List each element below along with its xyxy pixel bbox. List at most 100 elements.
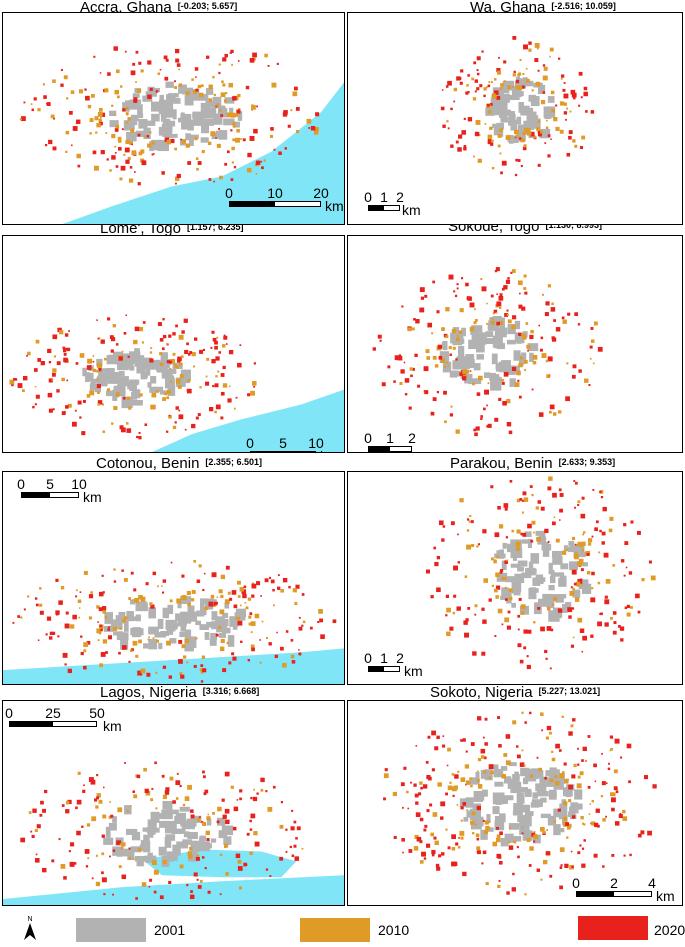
urban-cell-2010 <box>504 586 507 589</box>
urban-cell-2010 <box>223 99 227 103</box>
urban-cell-2010 <box>237 93 241 98</box>
urban-cell-2001 <box>167 604 174 615</box>
urban-cell-2020 <box>474 79 479 83</box>
urban-cell-2020 <box>537 606 541 610</box>
urban-cell-2010 <box>269 134 274 138</box>
urban-cell-2020 <box>149 878 153 882</box>
urban-cell-2010 <box>96 378 99 381</box>
urban-cell-2020 <box>602 865 605 868</box>
urban-cell-2001 <box>139 845 146 852</box>
urban-cell-2001 <box>180 611 188 624</box>
urban-cell-2020 <box>522 146 527 151</box>
urban-cell-2001 <box>190 840 200 852</box>
urban-cell-2020 <box>474 131 480 137</box>
urban-cell-2020 <box>553 319 556 322</box>
urban-cell-2020 <box>498 860 503 865</box>
urban-cell-2020 <box>544 312 549 317</box>
urban-cell-2020 <box>129 166 133 169</box>
urban-cell-2010 <box>562 319 567 324</box>
urban-cell-2020 <box>626 604 630 609</box>
urban-cell-2010 <box>191 589 196 594</box>
urban-cell-2001 <box>186 818 197 827</box>
urban-cell-2010 <box>600 795 604 798</box>
urban-cell-2020 <box>204 789 209 794</box>
urban-cell-2020 <box>590 597 596 603</box>
urban-cell-2020 <box>214 383 219 388</box>
urban-cell-2001 <box>138 113 144 119</box>
urban-cell-2010 <box>143 767 147 772</box>
urban-cell-2010 <box>35 339 40 344</box>
urban-cell-2010 <box>549 55 551 58</box>
urban-cell-2010 <box>577 775 581 779</box>
urban-cell-2020 <box>568 135 572 140</box>
urban-cell-2020 <box>614 738 620 744</box>
urban-cell-2010 <box>114 145 117 148</box>
urban-cell-2020 <box>578 565 581 567</box>
urban-cell-2010 <box>588 813 591 815</box>
urban-cell-2010 <box>498 524 504 529</box>
urban-cell-2020 <box>121 128 124 131</box>
urban-cell-2001 <box>143 643 149 649</box>
urban-cell-2020 <box>164 790 170 795</box>
urban-cell-2020 <box>528 864 532 867</box>
urban-cell-2020 <box>559 885 563 890</box>
urban-extent-map <box>19 46 344 224</box>
urban-cell-2010 <box>525 78 530 83</box>
urban-cell-2001 <box>148 607 157 619</box>
urban-cell-2020 <box>282 112 288 117</box>
urban-cell-2010 <box>587 571 591 575</box>
urban-cell-2020 <box>489 102 493 106</box>
urban-cell-2020 <box>37 639 40 641</box>
urban-cell-2020 <box>176 63 181 67</box>
urban-cell-2020 <box>595 808 600 813</box>
urban-cell-2010 <box>120 846 124 850</box>
urban-cell-2001 <box>116 849 123 857</box>
urban-cell-2010 <box>451 846 456 851</box>
urban-cell-2010 <box>155 671 158 674</box>
urban-cell-2020 <box>103 893 106 896</box>
urban-cell-2001 <box>465 354 475 364</box>
urban-cell-2020 <box>48 139 53 145</box>
urban-cell-2001 <box>150 811 160 823</box>
urban-cell-2010 <box>540 878 543 881</box>
urban-cell-2001 <box>529 352 534 362</box>
urban-cell-2020 <box>460 739 463 742</box>
urban-cell-2020 <box>239 789 243 793</box>
urban-cell-2020 <box>610 797 616 803</box>
urban-cell-2010 <box>125 422 129 425</box>
urban-cell-2020 <box>81 825 84 828</box>
urban-cell-2020 <box>603 552 609 558</box>
urban-cell-2010 <box>99 116 102 119</box>
urban-cell-2001 <box>554 572 565 577</box>
urban-cell-2010 <box>95 131 98 134</box>
urban-cell-2010 <box>266 637 269 640</box>
urban-cell-2020 <box>272 785 276 789</box>
urban-cell-2020 <box>529 131 535 137</box>
urban-cell-2020 <box>430 595 434 599</box>
urban-cell-2020 <box>68 330 70 332</box>
urban-cell-2010 <box>97 391 100 394</box>
urban-cell-2001 <box>133 627 141 637</box>
urban-cell-2020 <box>75 119 81 125</box>
urban-cell-2001 <box>128 100 140 110</box>
urban-cell-2020 <box>604 595 608 599</box>
urban-cell-2010 <box>210 131 216 137</box>
urban-cell-2020 <box>384 768 388 772</box>
urban-cell-2020 <box>93 55 96 58</box>
urban-cell-2001 <box>552 610 563 618</box>
urban-cell-2010 <box>90 591 93 594</box>
urban-cell-2020 <box>452 794 455 797</box>
urban-cell-2020 <box>249 136 255 141</box>
urban-cell-2020 <box>253 385 256 388</box>
urban-cell-2020 <box>583 86 588 91</box>
urban-cell-2010 <box>113 405 118 411</box>
urban-cell-2020 <box>549 874 553 878</box>
urban-cell-2020 <box>97 400 103 405</box>
urban-cell-2010 <box>27 595 30 598</box>
urban-cell-2010 <box>512 86 514 88</box>
urban-cell-2020 <box>503 503 509 508</box>
urban-cell-2020 <box>526 655 529 658</box>
urban-cell-2001 <box>131 831 141 841</box>
urban-cell-2020 <box>209 406 214 412</box>
urban-cell-2010 <box>76 153 81 159</box>
